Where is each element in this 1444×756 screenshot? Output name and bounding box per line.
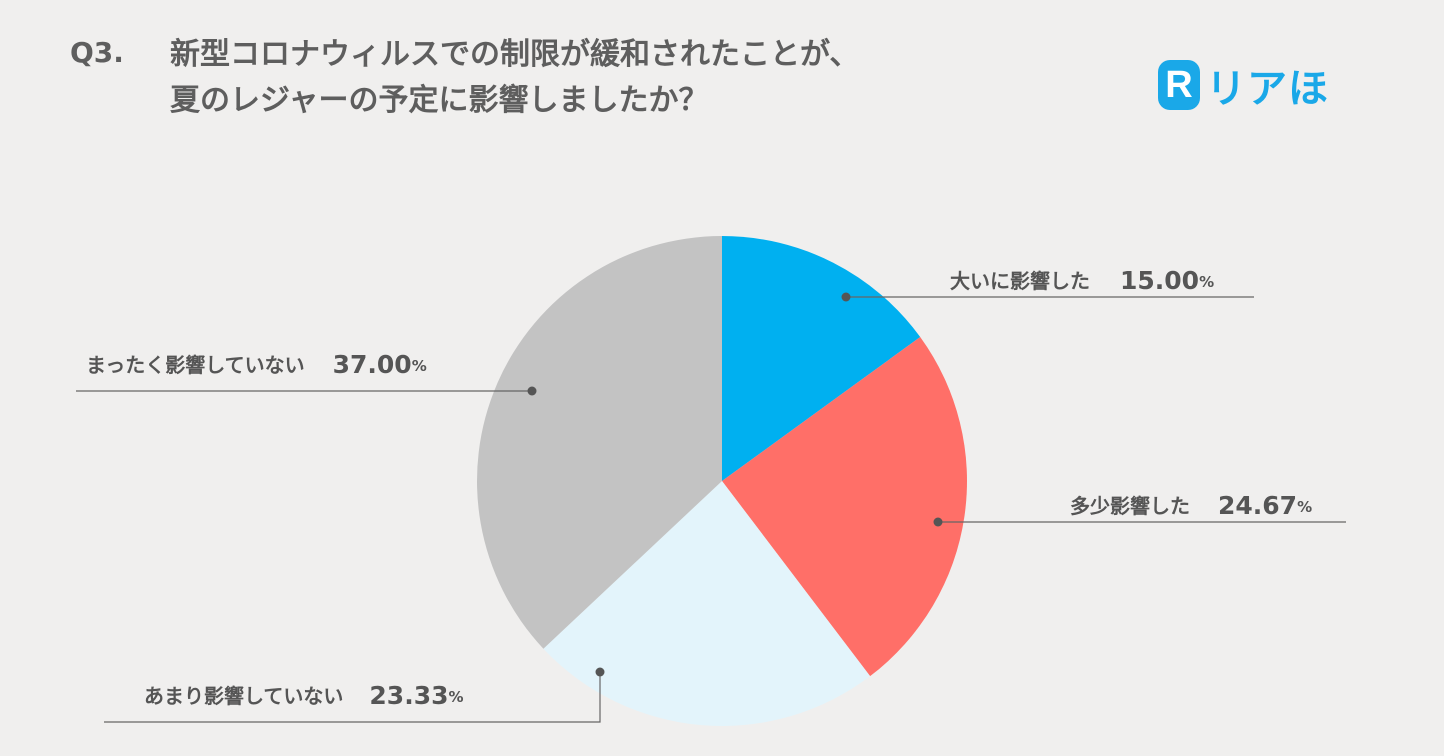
slice-category-3: まったく影響していない: [86, 353, 305, 377]
callout-dot-3: [527, 386, 537, 396]
slice-value-1: 24.67: [1218, 491, 1297, 520]
slice-unit-3: %: [412, 357, 427, 375]
brand-logo: R リアほ: [1158, 56, 1329, 114]
callout-line-2: [104, 672, 601, 723]
callout-dot-1: [933, 517, 943, 527]
callout-dot-0: [841, 292, 851, 302]
pie-slice-2: [543, 481, 871, 726]
slice-label-0: 大いに影響した 15.00%: [950, 266, 1214, 295]
slice-category-2: あまり影響していない: [144, 684, 343, 708]
slice-value-3: 37.00: [333, 350, 412, 379]
slice-category-1: 多少影響した: [1070, 494, 1190, 518]
callout-dot-2: [595, 667, 605, 677]
slice-unit-2: %: [448, 688, 463, 706]
slice-label-1: 多少影響した 24.67%: [1070, 491, 1312, 520]
brand-logo-mark: R: [1158, 60, 1200, 110]
slice-unit-1: %: [1297, 498, 1312, 516]
question-line-1: 新型コロナウィルスでの制限が緩和されたことが、: [170, 37, 860, 72]
pie-slice-3: [477, 236, 722, 649]
question-line-2: 夏のレジャーの予定に影響しましたか？: [170, 83, 709, 118]
slice-value-2: 23.33: [369, 681, 448, 710]
slice-label-3: まったく影響していない 37.00%: [86, 350, 427, 379]
pie-slice-1: [722, 336, 967, 677]
slice-category-0: 大いに影響した: [950, 269, 1090, 293]
question-title: 新型コロナウィルスでの制限が緩和されたことが、 夏のレジャーの予定に影響しました…: [170, 32, 859, 124]
slice-label-2: あまり影響していない 23.33%: [144, 681, 464, 710]
question-number: Q3.: [70, 36, 124, 69]
brand-logo-text: リアほ: [1206, 66, 1329, 112]
slice-unit-0: %: [1199, 273, 1214, 291]
slice-value-0: 15.00: [1120, 266, 1199, 295]
